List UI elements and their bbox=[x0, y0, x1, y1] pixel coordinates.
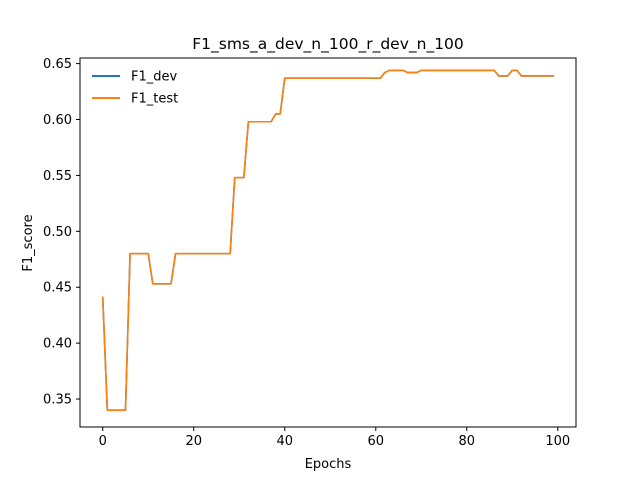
legend-label: F1_test bbox=[131, 92, 178, 107]
x-tick-label: 40 bbox=[276, 434, 293, 449]
x-tick-label: 0 bbox=[99, 434, 107, 449]
x-axis-label: Epochs bbox=[305, 457, 352, 472]
x-tick-label: 100 bbox=[545, 434, 570, 449]
y-axis: 0.35 0.40 0.45 0.50 0.55 0.60 0.65 bbox=[43, 57, 80, 408]
x-tick-label: 60 bbox=[368, 434, 385, 449]
y-tick-label: 0.45 bbox=[43, 281, 72, 296]
y-tick-label: 0.65 bbox=[43, 57, 72, 72]
y-tick-label: 0.50 bbox=[43, 225, 72, 240]
y-tick-label: 0.55 bbox=[43, 169, 72, 184]
legend: F1_dev F1_test bbox=[92, 70, 178, 107]
series-line-f1-test bbox=[101, 69, 555, 412]
x-tick-label: 80 bbox=[459, 434, 476, 449]
y-tick-label: 0.60 bbox=[43, 113, 72, 128]
legend-label: F1_dev bbox=[131, 70, 177, 85]
series-layer bbox=[101, 69, 555, 412]
y-tick-label: 0.40 bbox=[43, 337, 72, 352]
x-axis: 0 20 40 60 80 100 bbox=[99, 427, 570, 449]
plot-frame bbox=[79, 57, 577, 428]
y-axis-label: F1_score bbox=[21, 214, 36, 271]
chart-title: F1_sms_a_dev_n_100_r_dev_n_100 bbox=[192, 35, 464, 54]
y-tick-label: 0.35 bbox=[43, 393, 72, 408]
x-tick-label: 20 bbox=[185, 434, 202, 449]
